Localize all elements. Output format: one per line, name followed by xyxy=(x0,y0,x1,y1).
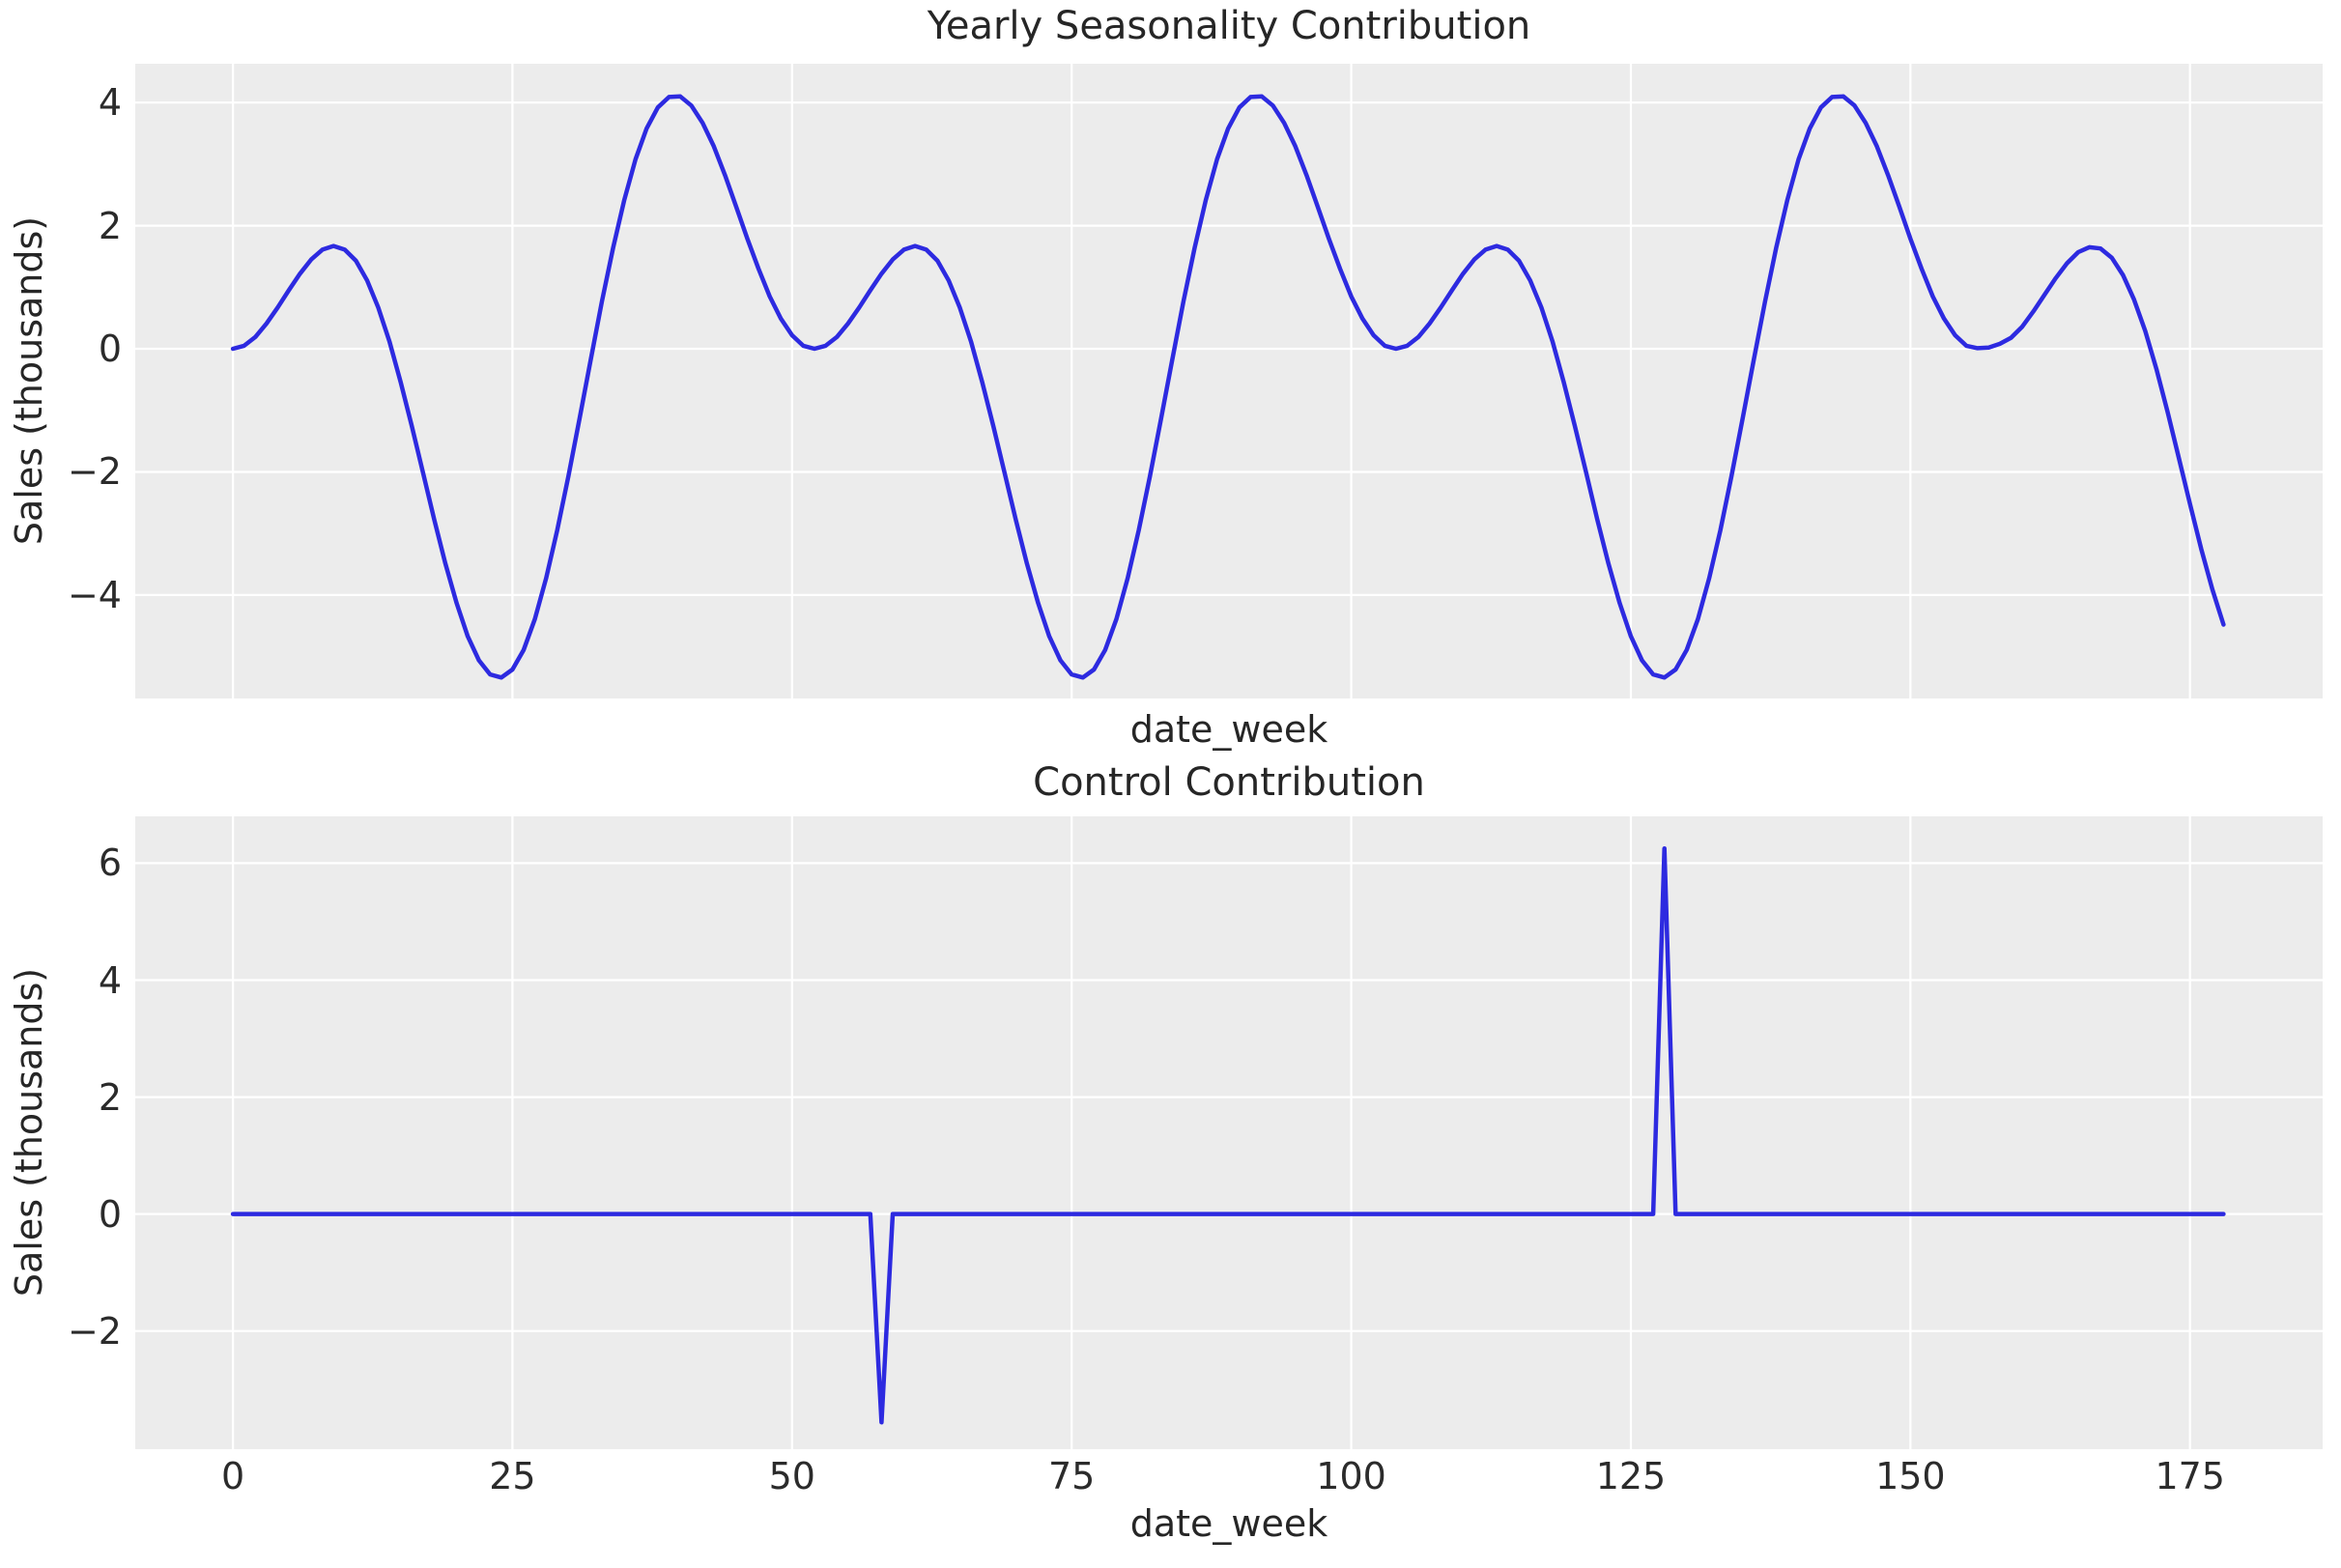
x-tick-label: 100 xyxy=(1316,1455,1386,1497)
y-tick-label: 0 xyxy=(98,1192,122,1236)
line-series xyxy=(230,94,2226,680)
y-tick-label: −4 xyxy=(67,573,122,616)
x-tick-label: 150 xyxy=(1875,1455,1946,1497)
x-tick-label: 125 xyxy=(1595,1455,1667,1497)
y-tick-label: −2 xyxy=(67,450,122,494)
x-axis-label-bottom: date_week xyxy=(1129,1502,1328,1545)
x-tick-label: 175 xyxy=(2155,1455,2225,1497)
y-tick-label: 4 xyxy=(98,81,122,125)
plot-area-yearly-seasonality xyxy=(135,64,2323,698)
chart-title-control-contribution: Control Contribution xyxy=(1033,760,1425,805)
x-axis-label-top: date_week xyxy=(1129,708,1328,751)
x-tick-label: 50 xyxy=(768,1455,815,1497)
y-tick-label: −2 xyxy=(67,1309,122,1353)
line-series xyxy=(230,846,2226,1425)
y-tick-label: 0 xyxy=(98,328,122,371)
x-tick-label: 75 xyxy=(1048,1455,1096,1497)
y-axis-label-bottom: Sales (thousands) xyxy=(8,967,50,1297)
y-tick-label: 2 xyxy=(98,1075,122,1119)
plot-area-control-contribution xyxy=(135,816,2323,1449)
y-axis-label-top: Sales (thousands) xyxy=(8,215,50,546)
x-tick-label: 25 xyxy=(489,1455,536,1497)
y-tick-label: 4 xyxy=(98,958,122,1002)
chart-title-yearly-seasonality: Yearly Seasonality Contribution xyxy=(927,4,1531,48)
y-tick-label: 6 xyxy=(98,841,122,885)
y-tick-label: 2 xyxy=(98,204,122,247)
x-tick-label: 0 xyxy=(220,1455,245,1497)
